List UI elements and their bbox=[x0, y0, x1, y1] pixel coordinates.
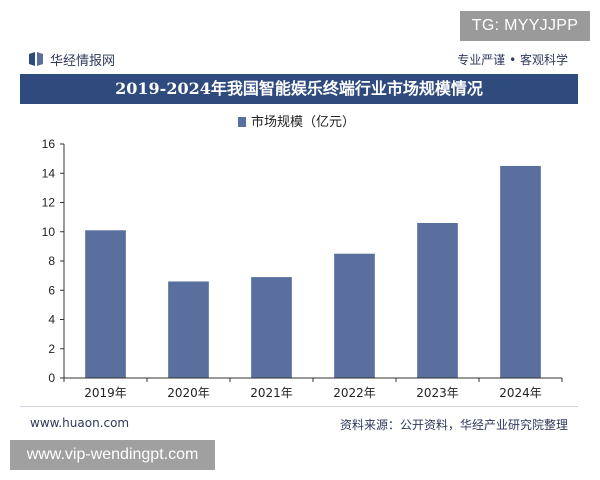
site-url[interactable]: www.huaon.com bbox=[30, 416, 130, 430]
bar-2020年 bbox=[168, 281, 209, 378]
data-source: 资料来源：公开资料，华经产业研究院整理 bbox=[339, 418, 568, 432]
x-tick-label: 2023年 bbox=[416, 386, 459, 400]
y-tick-label: 10 bbox=[42, 225, 56, 239]
x-tick-label: 2019年 bbox=[84, 386, 127, 400]
chart-title: 2019-2024年我国智能娱乐终端行业市场规模情况 bbox=[20, 74, 578, 104]
y-tick-label: 12 bbox=[42, 196, 56, 210]
footer-divider bbox=[20, 406, 578, 407]
huajing-logo-icon bbox=[29, 52, 43, 66]
bar-2021年 bbox=[251, 277, 292, 378]
y-tick-label: 16 bbox=[42, 137, 56, 151]
legend-label: 市场规模（亿元） bbox=[251, 114, 355, 130]
y-axis: 0 2 4 6 8 10 12 14 16 bbox=[42, 137, 65, 385]
website-badge: www.vip-wendingpt.com bbox=[10, 440, 215, 470]
card-header: 华经情报网 专业严谨 • 客观科学 bbox=[14, 44, 584, 74]
x-tick-label: 2020年 bbox=[167, 386, 210, 400]
x-axis: 2019年 2020年 2021年 2022年 2023年 2024年 bbox=[63, 377, 563, 400]
bar-2023年 bbox=[417, 222, 458, 378]
x-tick-label: 2024年 bbox=[499, 386, 542, 400]
bars-group bbox=[85, 165, 541, 378]
y-tick-label: 0 bbox=[48, 371, 55, 385]
chart-card: 华经情报网 专业严谨 • 客观科学 2019-2024年我国智能娱乐终端行业市场… bbox=[14, 44, 584, 436]
x-tick-label: 2022年 bbox=[333, 386, 376, 400]
chart-legend: 市场规模（亿元） bbox=[238, 114, 355, 130]
y-tick-label: 8 bbox=[48, 254, 55, 268]
telegram-badge: TG: MYYJJPP bbox=[460, 11, 590, 41]
legend-swatch bbox=[238, 117, 246, 127]
brand-slogan: 专业严谨 • 客观科学 bbox=[457, 53, 568, 67]
card-footer: www.huaon.com 资料来源：公开资料，华经产业研究院整理 bbox=[14, 406, 584, 436]
bar-2024年 bbox=[500, 165, 541, 378]
y-tick-label: 4 bbox=[48, 313, 55, 327]
bar-2022年 bbox=[334, 253, 375, 378]
y-tick-label: 14 bbox=[42, 166, 56, 180]
y-tick-label: 2 bbox=[48, 342, 55, 356]
x-tick-label: 2021年 bbox=[250, 386, 293, 400]
bar-2019年 bbox=[85, 230, 126, 378]
brand-name: 华经情报网 bbox=[50, 54, 116, 69]
y-tick-label: 6 bbox=[48, 283, 55, 297]
